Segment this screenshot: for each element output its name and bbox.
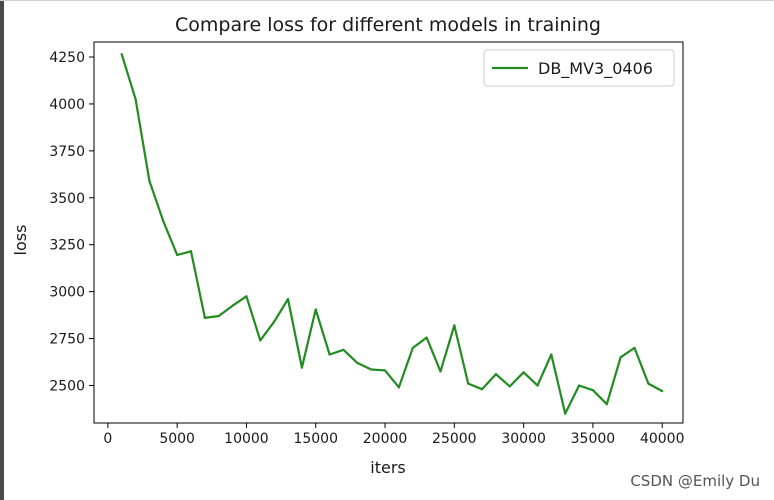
x-tick-label: 15000 xyxy=(293,431,338,447)
data-point xyxy=(148,179,151,182)
data-point xyxy=(203,316,206,319)
data-point xyxy=(356,361,359,365)
data-point xyxy=(300,366,303,369)
chart-title: Compare loss for different models in tra… xyxy=(175,14,601,36)
y-tick-label: 2500 xyxy=(49,378,85,394)
data-point xyxy=(328,353,331,356)
data-point xyxy=(591,389,595,392)
data-point xyxy=(425,336,428,339)
data-point xyxy=(286,298,290,301)
data-point xyxy=(508,385,511,388)
data-point xyxy=(411,346,414,350)
x-tick-label: 20000 xyxy=(363,431,408,447)
data-point xyxy=(176,253,179,257)
data-point xyxy=(619,356,622,359)
data-point xyxy=(453,324,456,327)
legend-box xyxy=(483,49,675,87)
data-point xyxy=(189,250,193,253)
y-tick-label: 3000 xyxy=(49,285,85,301)
data-point xyxy=(494,373,498,376)
y-tick-label: 2750 xyxy=(49,332,85,348)
data-point xyxy=(647,382,650,385)
window-top-edge xyxy=(0,0,774,1)
data-point xyxy=(439,370,442,373)
data-point xyxy=(370,368,373,371)
data-point xyxy=(577,384,581,387)
data-point xyxy=(383,369,387,372)
data-point xyxy=(633,346,636,350)
data-point xyxy=(397,386,400,389)
x-tick-label: 35000 xyxy=(571,431,616,447)
watermark: CSDN @Emily Du xyxy=(630,472,760,490)
data-point xyxy=(564,412,567,415)
x-tick-label: 30000 xyxy=(501,431,546,447)
data-point xyxy=(259,339,262,342)
data-point xyxy=(162,220,165,223)
window-left-edge xyxy=(0,0,4,500)
data-point xyxy=(134,98,137,101)
y-axis-label: loss xyxy=(11,225,30,256)
data-point xyxy=(231,304,234,307)
data-point xyxy=(120,53,123,56)
data-point xyxy=(467,382,470,385)
x-tick-label: 10000 xyxy=(224,431,269,447)
x-tick-label: 40000 xyxy=(640,431,685,447)
legend-label: DB_MV3_0406 xyxy=(538,59,653,79)
data-point xyxy=(661,389,664,393)
y-tick-label: 3750 xyxy=(49,144,85,160)
x-tick-label: 0 xyxy=(103,431,112,447)
data-point xyxy=(314,308,317,311)
data-point xyxy=(245,295,248,298)
data-point xyxy=(536,384,539,387)
x-tick-label: 25000 xyxy=(432,431,477,447)
data-point xyxy=(273,320,276,323)
y-tick-label: 3500 xyxy=(49,191,85,207)
y-tick-label: 4000 xyxy=(49,97,85,113)
data-point xyxy=(480,388,484,391)
data-point xyxy=(550,353,553,356)
x-axis-label: iters xyxy=(370,458,405,477)
legend: DB_MV3_0406 xyxy=(483,49,675,87)
data-point xyxy=(342,348,345,351)
plot-area-border xyxy=(93,41,684,424)
y-tick-label: 4250 xyxy=(49,50,85,66)
data-point xyxy=(605,403,608,406)
series-line xyxy=(120,53,663,415)
data-point xyxy=(522,371,525,374)
x-tick-label: 5000 xyxy=(159,431,195,447)
y-tick-label: 3250 xyxy=(49,238,85,254)
data-point xyxy=(217,314,220,318)
